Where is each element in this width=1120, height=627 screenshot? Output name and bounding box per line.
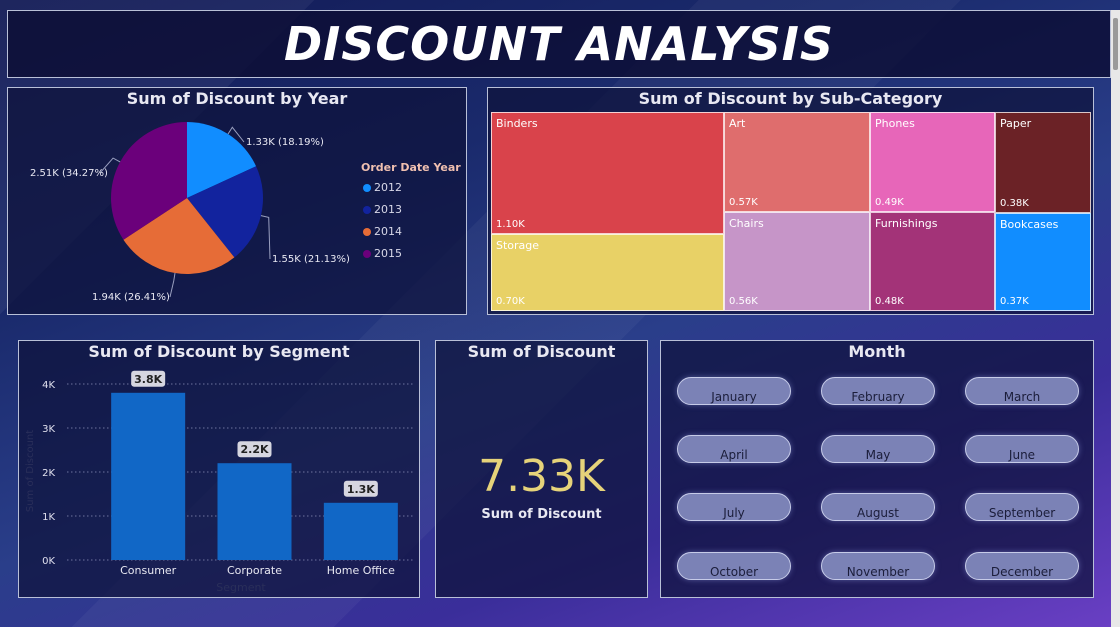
y-tick-label: 0K [42, 556, 55, 567]
y-tick-label: 1K [42, 512, 55, 523]
tile-value: 0.38K [1000, 198, 1029, 209]
treemap-tile-binders[interactable]: Binders 1.10K [491, 112, 724, 234]
page-scrollbar[interactable] [1111, 10, 1120, 627]
legend-item-2012[interactable]: 2012 [363, 181, 402, 194]
tile-name: Phones [875, 117, 915, 130]
pie-leader-line [260, 215, 271, 260]
pie-label-2015: 2.51K (34.27%) [30, 168, 108, 179]
kpi-card: Sum of Discount 7.33K Sum of Discount [435, 340, 648, 598]
segment-bar-chart: 0K 1K 2K 3K 4K 3.8K 2.2K 1.3K Consumer C… [25, 370, 414, 594]
month-button-september[interactable]: September [965, 493, 1079, 521]
treemap-tile-storage[interactable]: Storage 0.70K [491, 234, 724, 311]
tile-value: 0.56K [729, 296, 758, 307]
treemap-tile-bookcases[interactable]: Bookcases 0.37K [995, 213, 1091, 311]
kpi-value: 7.33K [478, 451, 605, 502]
month-button-june[interactable]: June [965, 435, 1079, 463]
data-label-consumer: 3.8K [131, 370, 166, 387]
kpi-title: Sum of Discount [467, 342, 616, 361]
data-label-home-office: 1.3K [343, 480, 378, 497]
pie-legend-title: Order Date Year [361, 161, 461, 174]
pie-chart-panel: Sum of Discount by Year 1.33K (18.19%) 1… [7, 87, 467, 315]
legend-dot-icon [363, 228, 371, 236]
legend-label: 2012 [374, 181, 402, 194]
data-label-text: 1.3K [347, 483, 375, 496]
tile-name: Binders [496, 117, 538, 130]
tile-value: 0.48K [875, 296, 904, 307]
segment-bar-chart-panel: Sum of Discount by Segment 0K 1K 2K 3K 4… [18, 340, 420, 598]
legend-label: 2015 [374, 247, 402, 260]
data-label-text: 3.8K [134, 373, 162, 386]
tile-name: Furnishings [875, 217, 938, 230]
month-slicer: Month January February March April May J… [660, 340, 1094, 598]
pie-leader-line [169, 272, 176, 298]
tile-value: 0.70K [496, 296, 525, 307]
y-tick-label: 4K [42, 380, 55, 391]
legend-item-2015[interactable]: 2015 [363, 247, 402, 260]
month-button-november[interactable]: November [821, 552, 935, 580]
tile-value: 0.37K [1000, 296, 1029, 307]
tile-name: Paper [1000, 117, 1032, 130]
pie-chart-title: Sum of Discount by Year [126, 89, 348, 108]
tile-name: Art [729, 117, 746, 130]
treemap-tile-paper[interactable]: Paper 0.38K [995, 112, 1091, 213]
x-tick-label: Home Office [327, 564, 395, 577]
pie-label-2012: 1.33K (18.19%) [246, 137, 324, 148]
legend-item-2014[interactable]: 2014 [363, 225, 402, 238]
data-label-corporate: 2.2K [237, 441, 272, 458]
y-axis-label: Sum of Discount [25, 430, 36, 512]
month-button-march[interactable]: March [965, 377, 1079, 405]
tile-name: Chairs [729, 217, 764, 230]
month-button-october[interactable]: October [677, 552, 791, 580]
tile-value: 0.49K [875, 197, 904, 208]
month-button-april[interactable]: April [677, 435, 791, 463]
bar-corporate[interactable] [217, 463, 292, 560]
tile-value: 0.57K [729, 197, 758, 208]
data-label-text: 2.2K [240, 443, 268, 456]
legend-dot-icon [363, 184, 371, 192]
segment-chart-title: Sum of Discount by Segment [88, 342, 350, 361]
legend-label: 2014 [374, 225, 402, 238]
pie-chart: 1.33K (18.19%) 1.55K (21.13%) 1.94K (26.… [30, 121, 350, 303]
x-axis-label: Segment [216, 581, 266, 594]
month-button-august[interactable]: August [821, 493, 935, 521]
treemap-tile-art[interactable]: Art 0.57K [724, 112, 870, 212]
tile-name: Storage [496, 239, 540, 252]
pie-label-2014: 1.94K (26.41%) [92, 292, 170, 303]
month-button-july[interactable]: July [677, 493, 791, 521]
month-button-may[interactable]: May [821, 435, 935, 463]
legend-label: 2013 [374, 203, 402, 216]
legend-dot-icon [363, 250, 371, 258]
treemap-tile-furnishings[interactable]: Furnishings 0.48K [870, 212, 995, 311]
month-button-february[interactable]: February [821, 377, 935, 405]
pie-label-2013: 1.55K (21.13%) [272, 254, 350, 265]
legend-item-2013[interactable]: 2013 [363, 203, 402, 216]
legend-dot-icon [363, 206, 371, 214]
kpi-label: Sum of Discount [481, 507, 602, 522]
page-title: DISCOUNT ANALYSIS [283, 17, 835, 71]
bar-home-office[interactable] [323, 502, 398, 560]
month-slicer-title: Month [848, 342, 906, 361]
treemap-tile-phones[interactable]: Phones 0.49K [870, 112, 995, 212]
month-button-december[interactable]: December [965, 552, 1079, 580]
pie-slice-2012[interactable] [187, 122, 257, 198]
tile-value: 1.10K [496, 219, 525, 230]
scrollbar-thumb[interactable] [1113, 18, 1118, 70]
y-tick-label: 2K [42, 468, 55, 479]
y-tick-label: 3K [42, 424, 55, 435]
x-tick-label: Consumer [120, 564, 177, 577]
x-tick-label: Corporate [227, 564, 282, 577]
pie-leader-line [227, 126, 245, 143]
pie-slice-2015[interactable] [111, 121, 187, 240]
bar-consumer[interactable] [111, 392, 186, 560]
month-button-january[interactable]: January [677, 377, 791, 405]
treemap-title: Sum of Discount by Sub-Category [638, 89, 943, 108]
tile-name: Bookcases [1000, 218, 1059, 231]
pie-leader-line [99, 157, 121, 174]
header-banner: DISCOUNT ANALYSIS [7, 10, 1111, 78]
pie-slice-2013[interactable] [187, 166, 263, 258]
pie-slice-2014[interactable] [123, 198, 235, 274]
treemap-panel: Sum of Discount by Sub-Category Binders … [487, 87, 1094, 315]
treemap-tile-chairs[interactable]: Chairs 0.56K [724, 212, 870, 311]
